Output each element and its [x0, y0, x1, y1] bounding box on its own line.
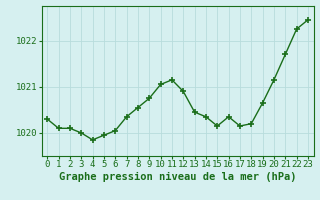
X-axis label: Graphe pression niveau de la mer (hPa): Graphe pression niveau de la mer (hPa)	[59, 172, 296, 182]
